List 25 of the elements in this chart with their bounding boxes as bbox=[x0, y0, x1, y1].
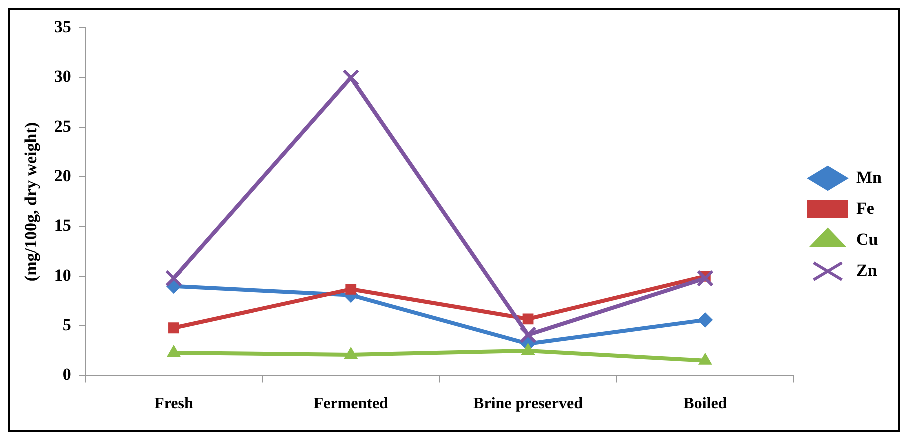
y-tick-label: 20 bbox=[54, 166, 72, 186]
y-tick-label: 25 bbox=[54, 116, 72, 136]
point bbox=[698, 312, 713, 328]
point bbox=[165, 270, 183, 288]
point bbox=[346, 284, 357, 295]
y-tick-label: 15 bbox=[54, 216, 72, 236]
point bbox=[342, 69, 360, 86]
legend-label: Mn bbox=[856, 168, 883, 187]
x-tick-label: Fermented bbox=[314, 396, 389, 413]
y-tick-label: 30 bbox=[54, 67, 72, 86]
x-tick-label: Boiled bbox=[684, 396, 728, 413]
point bbox=[696, 270, 714, 288]
y-tick-label: 0 bbox=[62, 365, 72, 384]
legend-label: Cu bbox=[856, 230, 878, 249]
point bbox=[168, 322, 180, 334]
y-axis-title: (mg/100g, dry weight) bbox=[22, 122, 41, 282]
y-tick-label: 35 bbox=[54, 18, 72, 37]
x-tick-label: Fresh bbox=[154, 396, 194, 413]
legend-label: Fe bbox=[856, 198, 875, 218]
point bbox=[520, 326, 537, 344]
y-tick-label: 5 bbox=[62, 316, 72, 335]
point bbox=[522, 314, 534, 325]
y-tick-label: 10 bbox=[54, 266, 72, 285]
legend-label: Zn bbox=[856, 260, 878, 280]
x-tick-label: Brine preserved bbox=[474, 396, 584, 413]
